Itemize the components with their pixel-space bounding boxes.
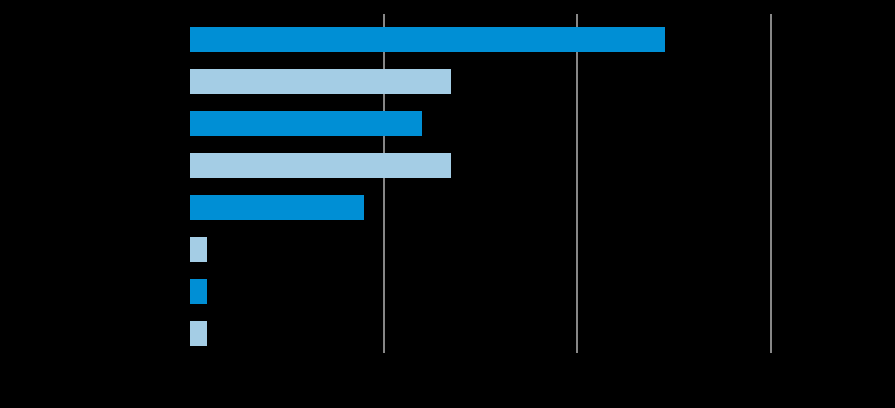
bar-5 — [190, 195, 364, 220]
bar-6 — [190, 237, 207, 262]
bar-4 — [190, 153, 451, 178]
bar-8 — [190, 321, 207, 346]
bar-2 — [190, 69, 451, 94]
bar-1 — [190, 27, 665, 52]
gridline — [383, 14, 385, 353]
bar-7 — [190, 279, 207, 304]
gridline — [576, 14, 578, 353]
bar-3 — [190, 111, 422, 136]
gridline — [770, 14, 772, 353]
